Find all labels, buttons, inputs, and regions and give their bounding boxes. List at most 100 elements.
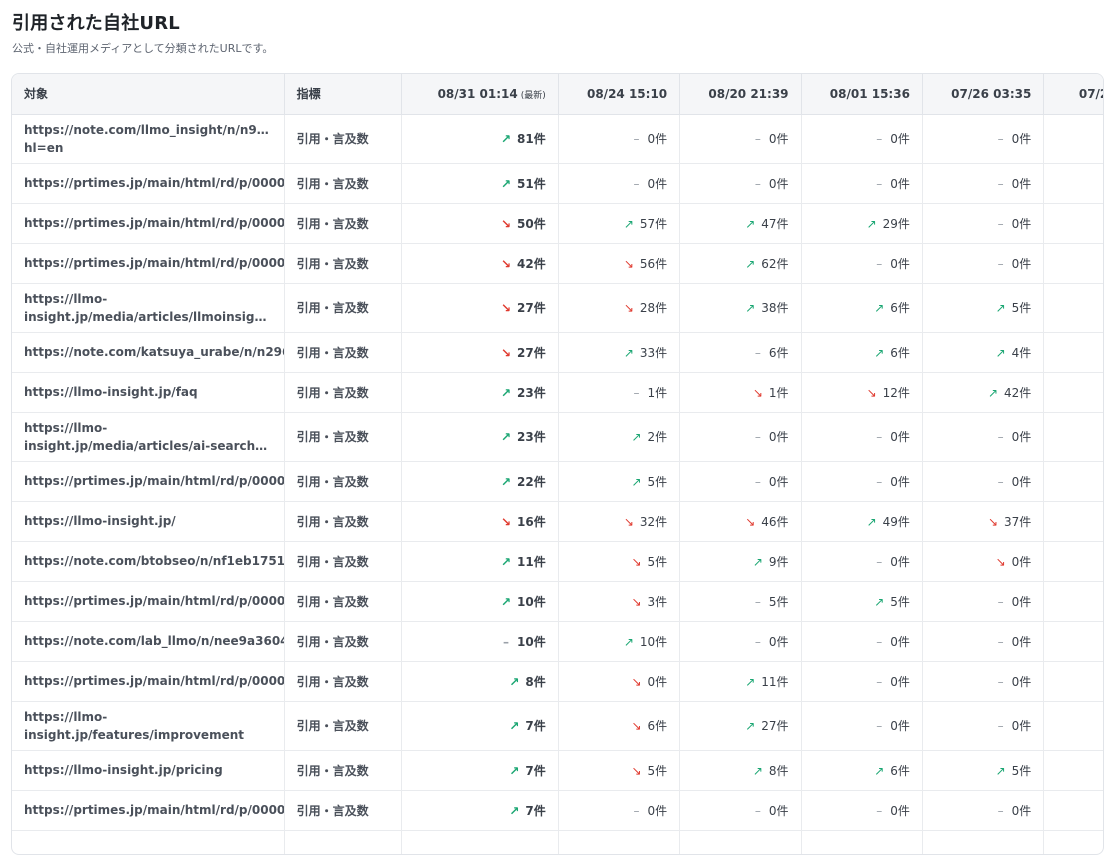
url-cell[interactable]: https://prtimes.jp/main/html/rd/p/0000 xyxy=(12,163,285,204)
trend-up-arrow-icon: ↗ xyxy=(509,763,520,778)
count-value: 38件 xyxy=(761,301,789,315)
column-header-date[interactable]: 08/24 15:10 xyxy=(558,74,681,115)
count-cell: –0件 xyxy=(922,621,1045,662)
count-value: 10件 xyxy=(639,634,668,649)
trend-flat-dash-icon: – xyxy=(997,430,1004,444)
count-cell xyxy=(558,830,681,854)
trend-flat-dash-icon: – xyxy=(997,803,1004,818)
count-cell xyxy=(801,830,923,854)
count-value: 0件 xyxy=(768,176,789,191)
count-cell: –0件 xyxy=(558,790,681,831)
table-row[interactable] xyxy=(12,830,1103,854)
trend-flat-dash-icon: – xyxy=(997,216,1004,231)
column-header-date[interactable]: 08/01 15:36 xyxy=(801,74,923,115)
count-cell: ↗ 47件 xyxy=(679,203,802,244)
table-row[interactable]: https://llmo-insight.jp/media/articles/a… xyxy=(12,412,1103,462)
table-row[interactable]: https://llmo-insight.jp/media/articles/l… xyxy=(12,283,1103,333)
url-cell[interactable]: https://note.com/llmo_insight/n/n991c2 hl… xyxy=(12,114,285,164)
url-cell[interactable]: https://llmo-insight.jp/ xyxy=(12,501,285,542)
count-cell: ↘ 27件 xyxy=(401,283,559,333)
table-row[interactable]: https://prtimes.jp/main/html/rd/p/0000 引用… xyxy=(12,790,1103,831)
table-row[interactable]: https://prtimes.jp/main/html/rd/p/0000 引用… xyxy=(12,461,1103,502)
trend-up-arrow-icon: ↗ xyxy=(995,763,1006,778)
count-cell: ↘ 27件 xyxy=(401,332,559,373)
column-header-date[interactable]: 07/22 14:48 xyxy=(1043,74,1103,115)
count-cell: –0件 xyxy=(922,790,1045,831)
url-text: https://note.com/katsuya_urabe/n/n296 xyxy=(24,345,285,359)
url-cell[interactable]: https://prtimes.jp/main/html/rd/p/0000 xyxy=(12,790,285,831)
count-cell: 0件 xyxy=(1043,114,1103,164)
url-text: https://prtimes.jp/main/html/rd/p/0000 xyxy=(24,474,285,488)
metric-cell: 引用・言及数 xyxy=(284,750,402,791)
count-cell: –0件 xyxy=(679,412,802,462)
table-row[interactable]: https://prtimes.jp/main/html/rd/p/0000 引用… xyxy=(12,163,1103,204)
count-cell: ↗ 9件 xyxy=(679,541,802,582)
url-cell[interactable]: https://note.com/btobseo/n/nf1eb17512 xyxy=(12,541,285,582)
url-cell[interactable]: https://prtimes.jp/main/html/rd/p/0000 xyxy=(12,461,285,502)
table-row[interactable]: https://prtimes.jp/main/html/rd/p/0000 引用… xyxy=(12,243,1103,284)
trend-up-arrow-icon: ↗ xyxy=(501,385,512,400)
trend-up-arrow-icon: ↗ xyxy=(509,719,520,733)
column-header-date[interactable]: 07/26 03:35 xyxy=(922,74,1045,115)
table-row[interactable]: https://llmo-insight.jp/features/improve… xyxy=(12,701,1103,751)
column-header-target[interactable]: 対象 xyxy=(12,74,285,115)
count-cell: –0件 xyxy=(801,621,923,662)
url-cell[interactable]: https://prtimes.jp/main/html/rd/p/0000 xyxy=(12,581,285,622)
table-row[interactable]: https://prtimes.jp/main/html/rd/p/0000 引用… xyxy=(12,203,1103,244)
count-value: 0件 xyxy=(1011,803,1032,818)
count-value: 0件 xyxy=(1011,554,1032,569)
count-cell: ↘ 56件 xyxy=(558,243,681,284)
trend-down-arrow-icon: ↘ xyxy=(988,514,999,529)
trend-down-arrow-icon: ↘ xyxy=(623,514,634,529)
count-cell: ↗ 5件 xyxy=(922,283,1045,333)
url-cell[interactable]: https://llmo-insight.jp/faq xyxy=(12,372,285,413)
table-row[interactable]: https://note.com/llmo_insight/n/n991c2 hl… xyxy=(12,114,1103,164)
trend-flat-dash-icon: – xyxy=(633,385,640,400)
table-row[interactable]: https://llmo-insight.jp/引用・言及数 ↘ 16件 ↘ 32件 ↘ 4… xyxy=(12,501,1103,542)
column-header-date[interactable]: 08/20 21:39 xyxy=(679,74,802,115)
url-cell[interactable] xyxy=(12,830,285,854)
count-cell: ↗ 2件 xyxy=(558,412,681,462)
count-cell: –0件 xyxy=(922,461,1045,502)
count-value: 37件 xyxy=(1004,514,1032,529)
count-value: 11件 xyxy=(761,674,789,689)
count-cell: ↗ 38件 xyxy=(679,283,802,333)
column-header-date-latest[interactable]: 08/31 01:14 (最新) xyxy=(401,74,559,115)
column-header-metric[interactable]: 指標 xyxy=(284,74,402,115)
table-row[interactable]: https://note.com/btobseo/n/nf1eb17512 引用・… xyxy=(12,541,1103,582)
metric-cell: 引用・言及数 xyxy=(284,501,402,542)
count-cell: ↗ 7件 xyxy=(401,701,559,751)
table-row[interactable]: https://prtimes.jp/main/html/rd/p/0000 引用… xyxy=(12,661,1103,702)
count-value: 5件 xyxy=(890,594,910,609)
url-cell[interactable]: https://prtimes.jp/main/html/rd/p/0000 xyxy=(12,203,285,244)
url-cell[interactable]: https://note.com/katsuya_urabe/n/n296 xyxy=(12,332,285,373)
count-value: 10件 xyxy=(517,634,546,649)
url-cell[interactable]: https://llmo-insight.jp/media/articles/a… xyxy=(12,412,285,462)
count-value: 22件 xyxy=(517,474,546,489)
count-cell: ↗ 10件 xyxy=(558,621,681,662)
table-row[interactable]: https://llmo-insight.jp/faq 引用・言及数 ↗ 23件 –1件… xyxy=(12,372,1103,413)
url-cell[interactable]: https://llmo-insight.jp/pricing xyxy=(12,750,285,791)
url-text-continued: insight.jp/media/articles/llmoinsight-… xyxy=(24,309,272,324)
table-row[interactable]: https://note.com/lab_llmo/n/nee9a3604 引用・… xyxy=(12,621,1103,662)
count-value: 0件 xyxy=(890,803,910,818)
table-row[interactable]: https://llmo-insight.jp/pricing 引用・言及数 ↗ 7件… xyxy=(12,750,1103,791)
trend-flat-dash-icon: – xyxy=(997,719,1004,733)
count-cell: –0件 xyxy=(558,114,681,164)
table-row[interactable]: https://prtimes.jp/main/html/rd/p/0000 引用… xyxy=(12,581,1103,622)
url-cell[interactable]: https://llmo-insight.jp/media/articles/l… xyxy=(12,283,285,333)
trend-up-arrow-icon: ↗ xyxy=(874,301,885,315)
count-value: 0件 xyxy=(890,474,910,489)
url-cell[interactable]: https://llmo-insight.jp/features/improve… xyxy=(12,701,285,751)
url-text-continued: hl=en xyxy=(24,140,64,155)
count-cell: –0件 xyxy=(922,243,1045,284)
citation-table-container[interactable]: 対象 指標 08/31 01:14 (最新) 08/24 15:10 08/20 … xyxy=(11,73,1104,855)
count-cell: ↘ 42件 xyxy=(401,243,559,284)
url-cell[interactable]: https://note.com/lab_llmo/n/nee9a3604 xyxy=(12,621,285,662)
trend-up-arrow-icon: ↗ xyxy=(745,216,756,231)
count-cell: –0件 xyxy=(922,701,1045,751)
trend-up-arrow-icon: ↗ xyxy=(501,594,512,609)
url-cell[interactable]: https://prtimes.jp/main/html/rd/p/0000 xyxy=(12,243,285,284)
url-cell[interactable]: https://prtimes.jp/main/html/rd/p/0000 xyxy=(12,661,285,702)
table-row[interactable]: https://note.com/katsuya_urabe/n/n296 引用・… xyxy=(12,332,1103,373)
